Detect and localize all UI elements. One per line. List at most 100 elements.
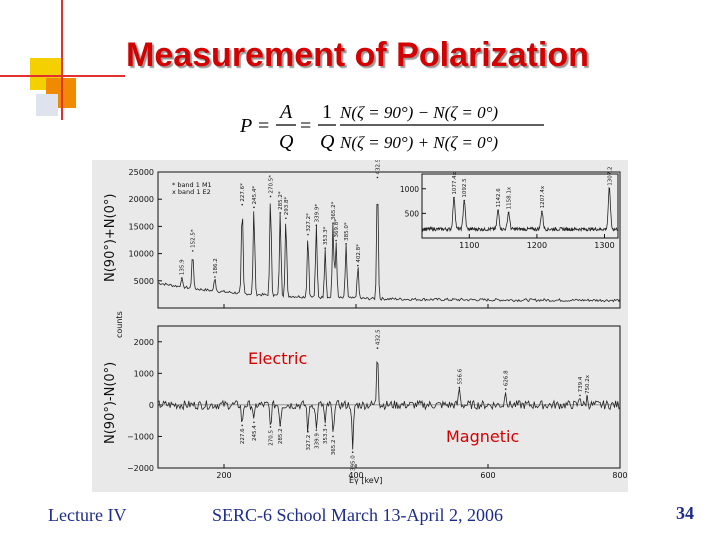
inset-peak-label: 1142.6 bbox=[496, 188, 502, 208]
difference-peak-label: 432.5 bbox=[375, 329, 381, 345]
difference-peak-point bbox=[241, 424, 244, 427]
label-magnetic: Magnetic bbox=[446, 427, 519, 446]
difference-peak-point bbox=[253, 421, 255, 424]
sum-peak-label: 135.9 bbox=[180, 259, 186, 275]
formula-frac1-den: Q bbox=[279, 131, 294, 153]
sum-peak-label: 402.8* bbox=[356, 244, 362, 263]
ylabel-difference: N(90°)-N(0°) bbox=[103, 362, 118, 444]
formula-lhs: P bbox=[239, 115, 252, 137]
formula-frac2-num: 1 bbox=[322, 101, 332, 123]
difference-peak-label: 739.4 bbox=[578, 376, 584, 392]
sum-ytick-label: 20000 bbox=[129, 195, 154, 204]
difference-peak-point bbox=[324, 424, 326, 427]
sum-peak-label: 293.8* bbox=[284, 196, 290, 215]
formula-frac3-num: N(ζ = 90°) − N(ζ = 0°) bbox=[339, 103, 498, 122]
spectrum-plot: 5000 10000 15000 20000 25000 −2000 −1000 0 1000 2… bbox=[103, 160, 628, 485]
sum-peak-point bbox=[214, 276, 216, 278]
difference-peak-label: 750.2x bbox=[585, 374, 591, 394]
sum-ytick-label: 15000 bbox=[129, 222, 154, 231]
difference-peak-label: 365.2 bbox=[331, 439, 337, 455]
corner-square-light bbox=[36, 94, 58, 116]
page-number: 34 bbox=[676, 503, 694, 523]
difference-peak-point bbox=[351, 451, 354, 454]
difference-spectrum-line bbox=[157, 360, 621, 450]
inset-peak-point bbox=[497, 209, 499, 212]
ylabel-sum: N(90°)+N(0°) bbox=[103, 194, 118, 282]
difference-xtick-label: 800 bbox=[612, 471, 627, 480]
difference-peak-point bbox=[376, 347, 379, 349]
formula-eq2: = bbox=[300, 115, 311, 137]
spectrum-figure: 5000 10000 15000 20000 25000 −2000 −1000 0 1000 2… bbox=[92, 160, 628, 492]
difference-peak-point bbox=[332, 435, 334, 438]
sum-peak-label: 327.2* bbox=[306, 213, 312, 232]
inset-peak-point bbox=[507, 211, 510, 214]
formula-frac3-den: N(ζ = 90°) + N(ζ = 0°) bbox=[339, 133, 498, 152]
horizontal-accent-line bbox=[0, 75, 125, 77]
sum-peak-point bbox=[357, 264, 359, 267]
inset-ytick-label: 500 bbox=[405, 209, 420, 218]
inset-peak-label: 1077.4x bbox=[452, 171, 458, 194]
sum-peak-label: 152.5* bbox=[191, 229, 197, 248]
difference-peak-point bbox=[307, 430, 309, 433]
sum-ytick-label: 25000 bbox=[129, 168, 154, 177]
difference-xtick-label: 600 bbox=[480, 471, 495, 480]
legend-line-1: * band 1 M1 bbox=[172, 181, 212, 189]
sum-peak-label: 365.2* bbox=[331, 201, 337, 220]
difference-xtick-label: 400 bbox=[348, 471, 363, 480]
sum-panel-frame bbox=[157, 171, 621, 309]
difference-peak-point bbox=[279, 424, 282, 427]
inset-xtick-label: 1100 bbox=[459, 241, 479, 250]
polarization-formula: P = A Q = 1 Q N(ζ = 90°) − N(ζ = 0°) N(ζ… bbox=[239, 101, 544, 153]
difference-ytick-label: 1000 bbox=[134, 369, 154, 378]
sum-peak-label: 339.9* bbox=[314, 204, 320, 223]
ylabel-counts: counts bbox=[115, 311, 124, 338]
sum-peak-label: 270.5* bbox=[269, 175, 275, 194]
sum-peak-label: 353.3* bbox=[323, 226, 329, 245]
inset-xtick-label: 1200 bbox=[527, 241, 547, 250]
sum-peak-label: 432.5 bbox=[375, 160, 381, 174]
sum-peak-point bbox=[315, 224, 318, 227]
difference-peak-label: 353.3 bbox=[323, 428, 329, 444]
vertical-accent-line bbox=[61, 0, 63, 120]
formula-eq1: = bbox=[258, 115, 269, 137]
inset-peak-label: 1307.2 bbox=[607, 167, 613, 186]
inset-peak-label: 1158.1x bbox=[507, 186, 513, 209]
sum-spectrum-line bbox=[158, 203, 621, 303]
slide-title: Measurement of Polarization bbox=[126, 36, 589, 74]
difference-ytick-label: −1000 bbox=[127, 432, 154, 441]
inset-xtick-label: 1300 bbox=[594, 241, 614, 250]
sum-peak-point bbox=[324, 247, 326, 249]
sum-peak-label: 369.8* bbox=[334, 219, 340, 238]
difference-ytick-label: 2000 bbox=[134, 338, 154, 347]
xlabel: Eγ [keV] bbox=[349, 476, 382, 485]
difference-peak-point bbox=[504, 388, 507, 390]
difference-peak-point bbox=[586, 396, 588, 398]
sum-peak-point bbox=[307, 233, 309, 236]
difference-peak-point bbox=[579, 394, 581, 397]
inset-peak-label: 1207.4x bbox=[540, 185, 546, 208]
formula-frac1-num: A bbox=[278, 101, 293, 123]
sum-peak-label: 285.2* bbox=[278, 191, 284, 210]
difference-peak-label: 245.4 bbox=[252, 425, 258, 441]
difference-peak-label: 339.9 bbox=[314, 433, 320, 449]
inset-ytick-label: 1000 bbox=[400, 185, 419, 194]
sum-peak-point bbox=[180, 277, 183, 279]
footer-school: SERC-6 School March 13-April 2, 2006 bbox=[212, 505, 503, 525]
sum-peak-label: 186.2 bbox=[213, 258, 219, 274]
difference-peak-point bbox=[269, 426, 272, 428]
difference-peak-label: 227.6 bbox=[240, 428, 246, 444]
sum-peak-point bbox=[279, 212, 282, 214]
sum-peak-point bbox=[269, 195, 272, 198]
difference-ytick-label: 0 bbox=[149, 401, 154, 410]
inset-peak-point bbox=[608, 187, 611, 190]
legend-line-2: x band 1 E2 bbox=[172, 188, 211, 196]
sum-peak-point bbox=[335, 239, 337, 242]
inset-peak-label: 1092.5 bbox=[462, 178, 468, 198]
difference-panel-frame bbox=[157, 325, 621, 469]
sum-peak-label: 227.6* bbox=[240, 183, 246, 202]
sum-peak-label: 385.0* bbox=[344, 222, 350, 241]
sum-peak-point bbox=[241, 203, 244, 206]
difference-peak-label: 270.5 bbox=[269, 429, 275, 445]
sum-peak-point bbox=[345, 243, 347, 245]
inset-peak-point bbox=[463, 199, 466, 202]
